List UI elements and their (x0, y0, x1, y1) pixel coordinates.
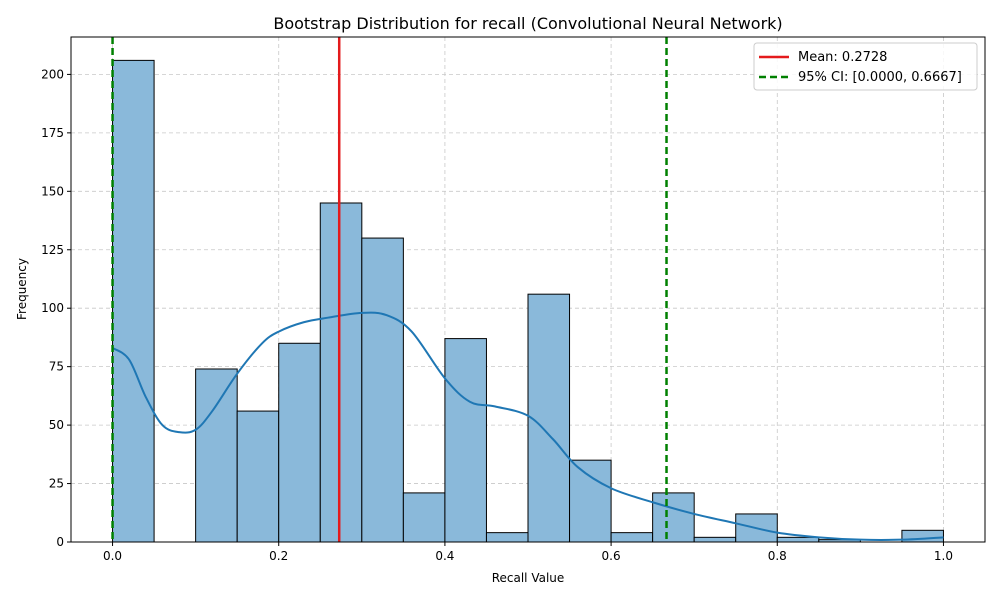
histogram-bar (527, 293, 571, 543)
y-tick-label: 125 (41, 243, 64, 257)
histogram-bar (610, 532, 654, 543)
y-tick-label: 200 (41, 67, 64, 81)
y-axis-label: Frequency (15, 258, 29, 320)
x-tick-label: 0.0 (103, 549, 122, 563)
x-tick-label: 0.4 (435, 549, 454, 563)
histogram-bar (569, 459, 612, 543)
y-tick-label: 75 (49, 360, 64, 374)
plot-frame (70, 36, 986, 543)
y-tick-label: 175 (41, 126, 64, 140)
y-tick-label: 50 (49, 418, 64, 432)
histogram-bar (776, 536, 820, 543)
x-axis-ticks: 0.0 0.2 0.4 0.6 0.8 1.0 (103, 542, 953, 563)
legend-mean-label: Mean: 0.2728 (798, 50, 887, 65)
histogram-bar (361, 237, 404, 543)
kde-curve (111, 311, 944, 541)
histogram-bar (652, 492, 695, 543)
x-tick-label: 1.0 (934, 549, 953, 563)
histogram-bar (485, 532, 529, 543)
y-tick-label: 150 (41, 184, 64, 198)
reference-lines (111, 37, 668, 542)
histogram-bar (112, 59, 155, 543)
histogram-bar (444, 338, 487, 543)
legend-ci-label: 95% CI: [0.0000, 0.6667] (798, 70, 962, 85)
y-axis-ticks: 0 25 50 75 100 125 150 175 200 (41, 67, 71, 549)
legend: Mean: 0.2728 95% CI: [0.0000, 0.6667] (753, 42, 978, 91)
legend-box (753, 42, 978, 91)
histogram-bar (278, 342, 321, 543)
x-tick-label: 0.6 (602, 549, 621, 563)
histogram-bar (693, 536, 737, 543)
histogram-bar (195, 368, 238, 543)
x-tick-label: 0.2 (269, 549, 288, 563)
histogram-bar (402, 492, 446, 543)
histogram-bars (112, 59, 944, 543)
y-tick-label: 0 (56, 535, 64, 549)
x-axis-label: Recall Value (492, 571, 565, 585)
y-tick-label: 100 (41, 301, 64, 315)
histogram-bar (319, 202, 363, 543)
x-tick-label: 0.8 (768, 549, 787, 563)
histogram-bar (236, 410, 280, 543)
y-tick-label: 25 (49, 477, 64, 491)
chart-title: Bootstrap Distribution for recall (Convo… (273, 14, 782, 33)
